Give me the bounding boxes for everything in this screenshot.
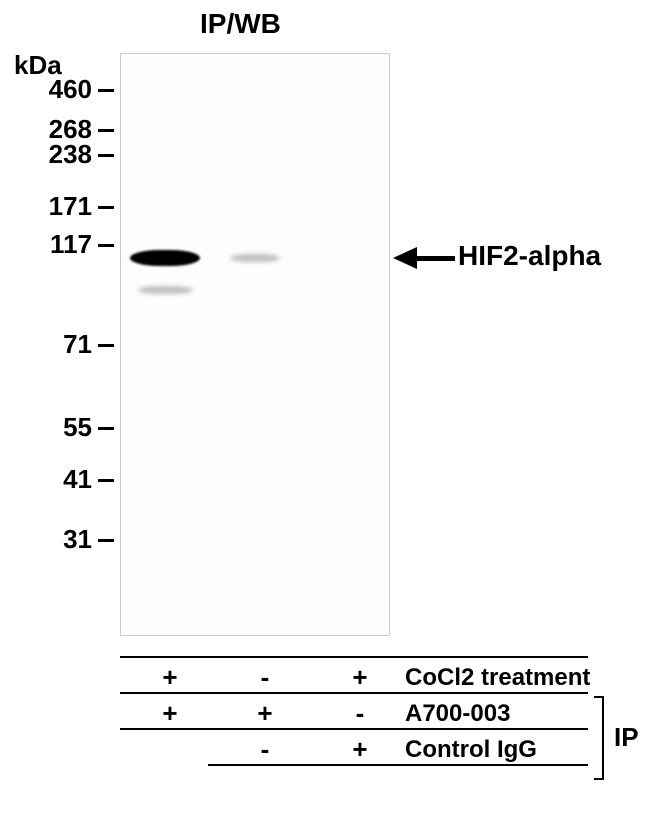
ip-label: IP: [614, 722, 639, 753]
condition-cell: +: [325, 662, 395, 693]
grid-line: [120, 656, 588, 658]
mw-label: 238: [32, 139, 92, 170]
condition-label: CoCl2 treatment: [405, 664, 590, 692]
condition-cell: +: [325, 734, 395, 765]
condition-cell: -: [230, 662, 300, 693]
mw-label: 460: [32, 74, 92, 105]
blot-membrane: [120, 53, 390, 636]
mw-tick: [98, 244, 114, 247]
mw-label: 55: [32, 412, 92, 443]
target-arrow-line: [415, 256, 455, 261]
ip-bracket-top: [594, 696, 604, 698]
mw-label: 117: [32, 229, 92, 260]
condition-cell: +: [135, 662, 205, 693]
target-label: HIF2-alpha: [458, 240, 601, 272]
condition-label: A700-003: [405, 700, 510, 728]
target-arrow-head: [393, 247, 417, 269]
condition-cell: +: [135, 698, 205, 729]
mw-label: 71: [32, 329, 92, 360]
band: [230, 254, 280, 262]
mw-tick: [98, 479, 114, 482]
condition-cell: -: [230, 734, 300, 765]
mw-tick: [98, 539, 114, 542]
condition-cell: -: [325, 698, 395, 729]
ip-bracket-bot: [594, 778, 604, 780]
mw-label: 41: [32, 464, 92, 495]
mw-tick: [98, 344, 114, 347]
mw-label: 31: [32, 524, 92, 555]
mw-tick: [98, 89, 114, 92]
band: [138, 286, 193, 294]
condition-label: Control IgG: [405, 736, 537, 764]
band: [130, 250, 200, 266]
condition-cell: +: [230, 698, 300, 729]
mw-tick: [98, 206, 114, 209]
figure-title: IP/WB: [200, 8, 281, 40]
mw-tick: [98, 154, 114, 157]
mw-tick: [98, 427, 114, 430]
ip-bracket-v: [602, 696, 604, 780]
mw-tick: [98, 129, 114, 132]
mw-label: 171: [32, 191, 92, 222]
